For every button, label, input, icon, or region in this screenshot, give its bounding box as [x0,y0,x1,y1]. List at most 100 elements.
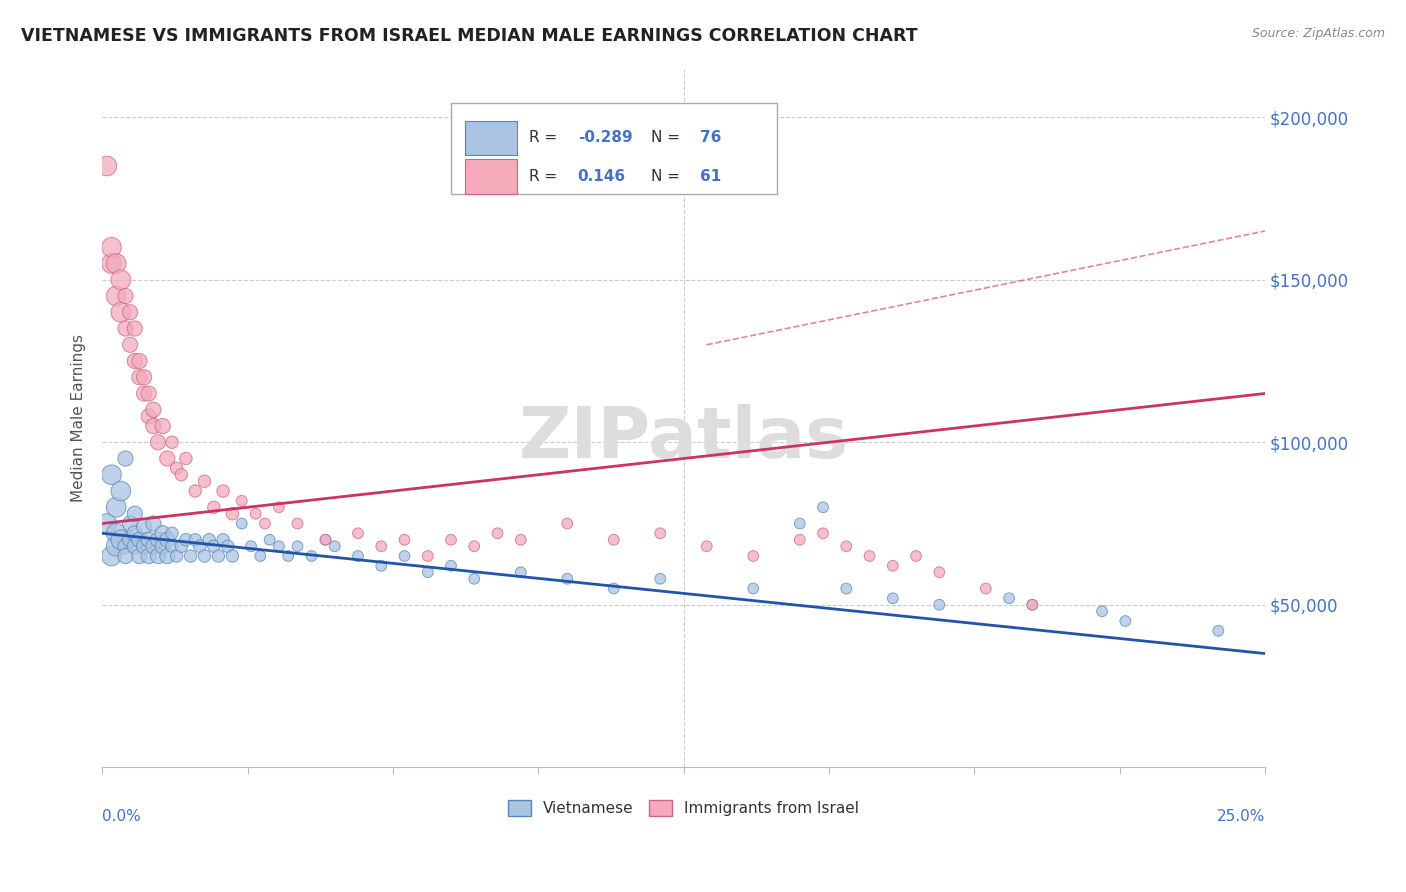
Point [207,549,229,563]
Point [463,539,485,553]
Point [142,419,165,434]
Point [146,533,169,547]
Point [240,539,263,553]
Point [100,240,122,254]
Point [882,558,904,573]
Point [124,321,146,335]
Text: 61: 61 [700,169,721,184]
Point [152,419,174,434]
Point [811,500,834,515]
Y-axis label: Median Male Earnings: Median Male Earnings [72,334,86,502]
Point [509,533,531,547]
Point [905,549,928,563]
Point [249,549,271,563]
Point [394,533,416,547]
Point [100,467,122,482]
Point [347,526,370,541]
Point [132,520,155,534]
Point [202,539,225,553]
Point [212,483,235,498]
Point [174,533,197,547]
Point [160,539,183,553]
Point [440,533,463,547]
Point [835,582,858,596]
Point [184,533,207,547]
Point [110,533,132,547]
Point [156,451,179,466]
Point [124,539,146,553]
Point [114,549,136,563]
Legend: Vietnamese, Immigrants from Israel: Vietnamese, Immigrants from Israel [502,794,865,822]
Point [124,507,146,521]
Point [370,558,392,573]
Point [170,539,193,553]
Point [193,475,215,489]
Point [835,539,858,553]
Point [463,572,485,586]
Text: N =: N = [651,169,685,184]
Point [259,533,281,547]
Text: 25.0%: 25.0% [1216,809,1265,824]
Point [811,526,834,541]
Point [1114,614,1136,628]
Point [152,539,174,553]
Point [105,289,128,303]
Point [142,516,165,531]
Point [974,582,997,596]
Point [650,526,672,541]
Point [416,549,439,563]
Point [142,539,165,553]
Point [100,256,122,270]
Point [120,338,142,352]
Point [132,386,155,401]
Point [152,526,174,541]
Point [416,566,439,580]
Point [555,516,578,531]
Point [105,256,128,270]
Point [221,549,243,563]
Point [114,451,136,466]
Point [160,526,183,541]
Point [138,386,160,401]
Text: 0.146: 0.146 [578,169,626,184]
Point [509,566,531,580]
Point [128,354,150,368]
Point [128,533,150,547]
Point [105,526,128,541]
Point [110,483,132,498]
Point [184,483,207,498]
Point [105,500,128,515]
Point [394,549,416,563]
Point [128,549,150,563]
Point [156,533,179,547]
Point [212,533,235,547]
Point [486,526,509,541]
Point [138,409,160,424]
Point [188,539,211,553]
Point [789,516,811,531]
Text: -0.289: -0.289 [578,130,633,145]
Point [128,370,150,384]
Point [120,516,142,531]
Point [314,533,336,547]
Point [231,516,253,531]
Text: N =: N = [651,130,685,145]
Point [96,516,118,531]
Point [603,533,626,547]
Text: 76: 76 [700,130,721,145]
Point [231,493,253,508]
FancyBboxPatch shape [465,159,517,194]
Point [120,305,142,319]
Point [555,572,578,586]
FancyBboxPatch shape [451,103,776,194]
Point [105,539,128,553]
Text: R =: R = [529,169,562,184]
Point [928,566,950,580]
Point [882,591,904,606]
Point [166,461,188,475]
Point [221,507,243,521]
Point [193,549,215,563]
Point [253,516,276,531]
Point [1091,604,1114,618]
Point [166,549,188,563]
